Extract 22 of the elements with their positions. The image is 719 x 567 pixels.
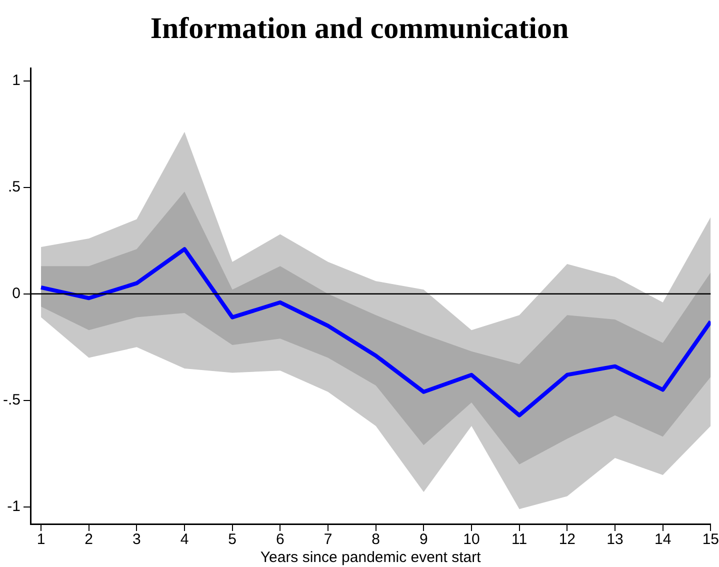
x-tick-label: 10 [463,531,480,548]
x-axis-title: Years since pandemic event start [260,549,482,566]
y-tick-label: .5 [8,178,21,196]
x-tick-label: 9 [420,531,428,548]
x-tick-label: 7 [324,531,332,548]
x-tick-label: 6 [276,531,284,548]
y-tick-label: 0 [12,285,21,302]
y-tick-label: 1 [12,72,21,89]
x-tick-label: 2 [84,531,94,548]
x-tick-label: 14 [654,531,672,548]
x-tick-label: 12 [558,531,576,548]
x-tick-label: 1 [36,531,46,548]
y-tick-label: -.5 [2,392,21,409]
x-tick-label: 13 [606,531,624,548]
x-tick-label: 11 [512,531,528,548]
x-tick-label: 8 [372,531,380,548]
chart-title: Information and communication [149,12,570,47]
x-tick-label: 5 [228,531,237,548]
y-tick-label: -1 [7,498,21,516]
x-tick-label: 15 [702,531,719,548]
x-tick-label: 3 [132,531,141,548]
x-tick-label: 4 [180,531,189,548]
